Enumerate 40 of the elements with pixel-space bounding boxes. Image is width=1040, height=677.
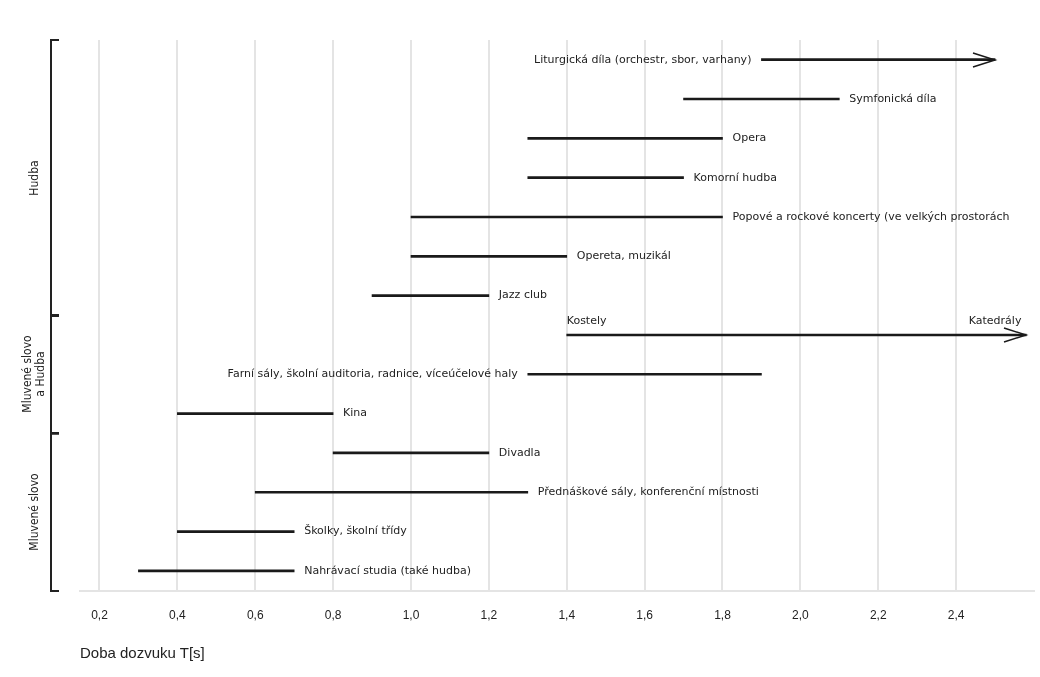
annotation: Katedrály [968, 313, 1022, 327]
x-tick-label: 2,2 [869, 608, 887, 623]
y-tick-label: Nahrávací studia (také hudba) [304, 563, 472, 577]
y-tick-label: Popové a rockové koncerty (ve velkých prostorách [732, 209, 1010, 223]
x-tick-label: 1,4 [558, 608, 576, 623]
bar [254, 490, 529, 494]
x-tick-label: 0,2 [91, 608, 109, 623]
y-tick-label: Liturgická díla (orchestr, sbor, varhany) [534, 52, 752, 66]
bar [527, 136, 723, 140]
y-tick-label: Opereta, muzikál [576, 249, 671, 263]
text: Hudba [26, 159, 41, 196]
y-tick-label: Farní sály, školní auditoria, radnice, víceúčelové haly [227, 367, 519, 381]
x-tick-label: 2,4 [947, 608, 965, 623]
y-tick-label: Symfonická díla [849, 91, 937, 105]
x-tick-label: 1,2 [480, 608, 498, 623]
y-tick-label: Jazz club [497, 288, 547, 302]
y-tick-label: Školky, školní třídy [304, 524, 408, 538]
bar [410, 254, 568, 258]
y-tick-label: Kostely [566, 313, 607, 327]
text: Mluvené slovo a Hudba [20, 335, 47, 413]
y-tick-label: Přednáškové sály, konferenční místnosti [537, 485, 759, 499]
bar [177, 412, 334, 415]
y-tick-label: Komorní hudba [693, 170, 777, 184]
x-tick-label: 1,8 [714, 608, 732, 623]
x-axis-title: Doba dozvuku T[s] [80, 644, 205, 662]
x-tick-label: 2,0 [792, 608, 810, 623]
bar [527, 176, 684, 179]
bar [761, 58, 996, 61]
y-tick-label: Kina [343, 406, 368, 420]
y-tick-label: Opera [732, 131, 767, 145]
x-tick-label: 1,6 [636, 608, 654, 623]
bar [371, 294, 490, 297]
text: Mluvené slovo [26, 473, 41, 551]
x-tick-label: 0,6 [246, 608, 264, 623]
y-tick-label: Divadla [498, 445, 541, 459]
bar [177, 530, 295, 533]
bar [527, 372, 762, 376]
x-tick-label: 1,0 [402, 608, 420, 623]
x-tick-label: 0,8 [324, 608, 342, 623]
x-tick-label: 0,4 [169, 608, 187, 623]
